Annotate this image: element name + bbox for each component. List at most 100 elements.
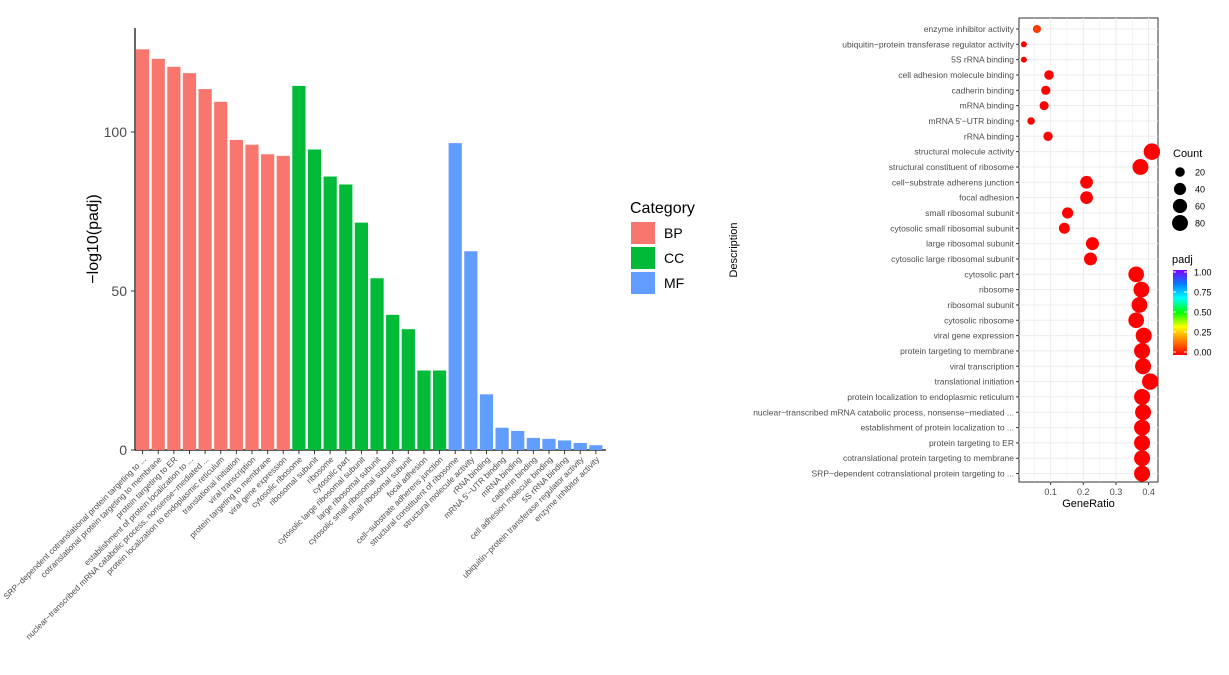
y-tick-label: cell−substrate adherens junction <box>892 177 1014 187</box>
data-point <box>1135 358 1152 375</box>
x-axis-title: GeneRatio <box>1062 498 1115 510</box>
legend-label: 0.75 <box>1194 288 1212 298</box>
data-point <box>1080 191 1093 204</box>
bar <box>542 438 556 450</box>
bar <box>479 394 494 450</box>
legend-label: 20 <box>1195 168 1205 178</box>
legend-label: MF <box>664 275 684 291</box>
bar <box>339 184 353 450</box>
data-point <box>1039 101 1049 111</box>
y-axis-title: −log10(padj) <box>85 194 102 283</box>
bar <box>354 222 369 450</box>
data-point <box>1132 159 1149 175</box>
bar <box>448 143 462 450</box>
data-point <box>1143 143 1161 160</box>
y-tick-label: translational initiation <box>935 377 1015 387</box>
y-tick-label: nuclear−transcribed mRNA catabolic proce… <box>753 407 1014 417</box>
legend-swatch <box>631 272 655 294</box>
data-point <box>1135 404 1152 421</box>
bar <box>182 73 197 451</box>
x-tick-label: 0.2 <box>1077 487 1090 497</box>
bar <box>558 440 572 450</box>
legend-label: 0.50 <box>1194 308 1212 318</box>
legend-label: 60 <box>1195 202 1205 212</box>
y-tick-label: cytosolic ribosome <box>944 315 1014 325</box>
bar <box>307 149 322 451</box>
y-tick-label: enzyme inhibitor activity <box>924 24 1015 34</box>
y-tick-label: 0 <box>119 442 127 458</box>
y-tick-label: cytosolic small ribosomal subunit <box>890 223 1014 233</box>
bar <box>417 370 431 450</box>
y-tick-label: structural molecule activity <box>914 147 1014 157</box>
bar <box>198 89 212 450</box>
bar <box>386 314 400 450</box>
plot-panel <box>1018 17 1159 483</box>
data-point <box>1020 56 1027 63</box>
bar <box>464 251 478 450</box>
y-tick-label: cell adhesion molecule binding <box>898 70 1014 80</box>
bar <box>495 427 509 450</box>
y-tick-label: protein targeting to membrane <box>900 346 1014 356</box>
count-legend: Count 20 40 60 80 <box>1172 148 1205 231</box>
bar <box>245 144 259 450</box>
legend-size-dot <box>1172 215 1188 231</box>
y-tick-label: 100 <box>104 124 128 140</box>
x-tick-label: 0.4 <box>1142 487 1155 497</box>
y-tick-label: cadherin binding <box>952 85 1015 95</box>
y-tick-label: cotranslational protein targeting to mem… <box>843 453 1014 463</box>
y-tick-label: protein targeting to ER <box>929 438 1014 448</box>
data-point <box>1020 41 1027 48</box>
y-tick-label: ribosome <box>979 285 1014 295</box>
y-tick-label: ubiquitin−protein transferase regulator … <box>842 39 1014 49</box>
y-tick-label: SRP−dependent cotranslational protein ta… <box>812 469 1014 479</box>
x-tick-label: 0.1 <box>1044 487 1057 497</box>
bar <box>261 154 275 450</box>
y-tick-label: mRNA 5'−UTR binding <box>929 116 1015 126</box>
legend-label: 40 <box>1195 185 1205 195</box>
data-point <box>1044 70 1054 80</box>
data-point <box>1128 266 1145 283</box>
legend-title: Count <box>1173 148 1202 160</box>
y-tick-label: viral gene expression <box>934 331 1015 341</box>
data-point <box>1027 117 1035 125</box>
data-point <box>1134 419 1151 436</box>
legend: Category BP CC MF <box>630 200 695 294</box>
y-tick-label: protein localization to endoplasmic reti… <box>847 392 1014 402</box>
legend-label: BP <box>664 225 683 241</box>
bar <box>292 85 306 450</box>
x-tick-label: 0.3 <box>1110 487 1123 497</box>
y-tick-label: cytosolic large ribosomal subunit <box>891 254 1014 264</box>
legend-title: padj <box>1172 254 1193 266</box>
colorbar <box>1173 270 1187 355</box>
bar <box>589 445 603 450</box>
legend-size-dot <box>1175 167 1185 177</box>
data-point <box>1134 450 1151 467</box>
data-point <box>1128 312 1145 329</box>
legend-size-dot <box>1172 198 1188 214</box>
data-point <box>1134 465 1151 482</box>
legend-label: CC <box>664 250 684 266</box>
data-point <box>1058 222 1070 234</box>
legend-swatch <box>631 222 655 244</box>
bar <box>573 443 587 450</box>
bar <box>432 370 447 450</box>
dot-plot: enzyme inhibitor activity ubiquitin−prote… <box>728 17 1212 510</box>
bar <box>136 49 150 450</box>
legend-label: 0.00 <box>1194 348 1212 358</box>
bar <box>401 329 415 450</box>
data-point <box>1134 434 1151 451</box>
data-point <box>1135 327 1152 344</box>
data-point <box>1062 207 1074 219</box>
legend-swatch <box>631 247 655 269</box>
y-tick-label: ribosomal subunit <box>947 300 1014 310</box>
data-point <box>1134 388 1151 405</box>
y-axis-title: Description <box>728 222 740 277</box>
data-point <box>1133 281 1150 298</box>
bar <box>229 139 243 450</box>
data-point <box>1032 24 1041 34</box>
legend-title: Category <box>630 200 695 217</box>
legend-size-dot <box>1173 182 1187 196</box>
